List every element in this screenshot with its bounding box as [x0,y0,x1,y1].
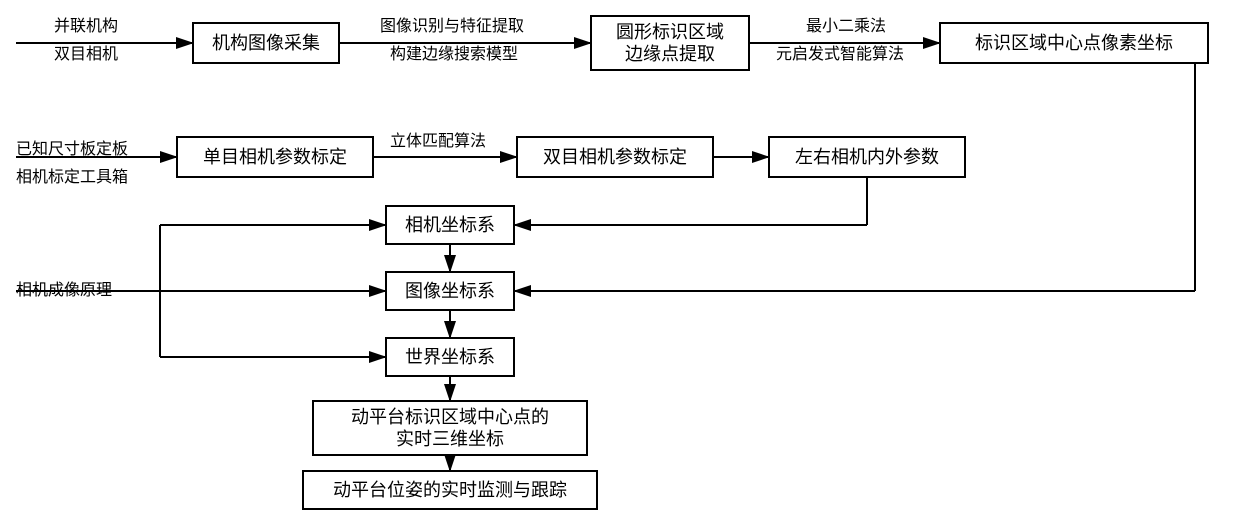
node-n4: 单目相机参数标定 [176,136,374,178]
flowchart-stage: { "diagram": { "type": "flowchart", "bac… [0,0,1240,514]
label-l1: 并联机构 [54,16,118,38]
label-l10: 相机成像原理 [16,280,112,302]
node-n6: 左右相机内外参数 [768,136,966,178]
node-text: 图像坐标系 [405,280,495,303]
label-l6: 元启发式智能算法 [776,44,904,66]
node-text: 动平台位姿的实时监测与跟踪 [333,479,567,502]
label-l4: 构建边缘搜索模型 [390,44,518,66]
node-text: 标识区域中心点像素坐标 [975,32,1173,55]
label-l5: 最小二乘法 [806,16,886,38]
node-n9: 世界坐标系 [385,337,515,377]
node-n2: 圆形标识区域 边缘点提取 [590,15,750,71]
node-n11: 动平台位姿的实时监测与跟踪 [302,470,598,510]
label-l2: 双目相机 [54,44,118,66]
node-n10: 动平台标识区域中心点的 实时三维坐标 [312,400,588,456]
node-n1: 机构图像采集 [192,22,340,64]
node-text: 双目相机参数标定 [543,146,687,169]
node-n3: 标识区域中心点像素坐标 [939,22,1209,64]
node-text: 圆形标识区域 边缘点提取 [616,21,724,66]
label-l7: 已知尺寸板定板 [16,139,128,161]
node-text: 单目相机参数标定 [203,146,347,169]
node-n8: 图像坐标系 [385,271,515,311]
node-text: 动平台标识区域中心点的 实时三维坐标 [351,406,549,451]
node-n5: 双目相机参数标定 [516,136,714,178]
edge-layer [0,0,1240,514]
label-l8: 相机标定工具箱 [16,167,128,189]
node-text: 机构图像采集 [212,32,320,55]
node-text: 世界坐标系 [405,346,495,369]
label-l3: 图像识别与特征提取 [380,16,524,38]
node-text: 相机坐标系 [405,214,495,237]
node-text: 左右相机内外参数 [795,146,939,169]
label-l9: 立体匹配算法 [390,131,486,153]
node-n7: 相机坐标系 [385,205,515,245]
